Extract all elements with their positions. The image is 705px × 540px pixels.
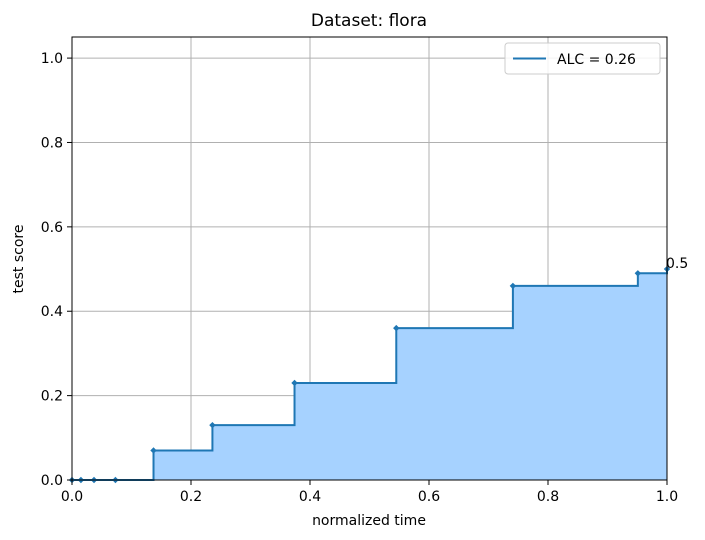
x-tick-label: 0.0 — [61, 489, 83, 505]
data-point-marker — [509, 282, 517, 290]
y-tick-label: 0.6 — [41, 220, 63, 236]
legend-box — [504, 42, 661, 75]
y-tick-label: 1.0 — [41, 51, 63, 67]
y-axis-title: test score — [11, 225, 27, 294]
legend: ALC = 0.26 — [504, 42, 661, 75]
legend-label: ALC = 0.26 — [557, 52, 636, 68]
y-tick-label: 0.0 — [41, 473, 63, 489]
score-area-fill — [72, 269, 667, 480]
annotations: 0.5 — [666, 256, 688, 272]
score-area — [72, 269, 667, 480]
chart-title: Dataset: flora — [311, 11, 427, 31]
y-tick-label: 0.2 — [41, 389, 63, 405]
y-tick-label: 0.4 — [41, 304, 63, 320]
x-tick-label: 0.8 — [537, 489, 559, 505]
final-score-label: 0.5 — [666, 256, 688, 272]
x-tick-label: 1.0 — [656, 489, 678, 505]
data-point-marker — [209, 421, 216, 429]
axis-ticks: 0.0 0.2 0.4 0.6 0.8 1.0 0.0 0.2 0.4 0.6 0.8 1.0 — [41, 51, 678, 505]
x-tick-label: 0.2 — [180, 489, 202, 505]
x-tick-label: 0.6 — [418, 489, 440, 505]
plot-frame — [71, 36, 668, 481]
data-point-marker — [634, 270, 642, 277]
x-axis-title: normalized time — [312, 513, 426, 529]
y-tick-label: 0.8 — [41, 135, 63, 151]
data-point-marker — [150, 447, 157, 454]
x-tick-label: 0.4 — [299, 489, 321, 505]
data-point-marker — [291, 379, 298, 387]
data-point-marker — [393, 324, 400, 332]
